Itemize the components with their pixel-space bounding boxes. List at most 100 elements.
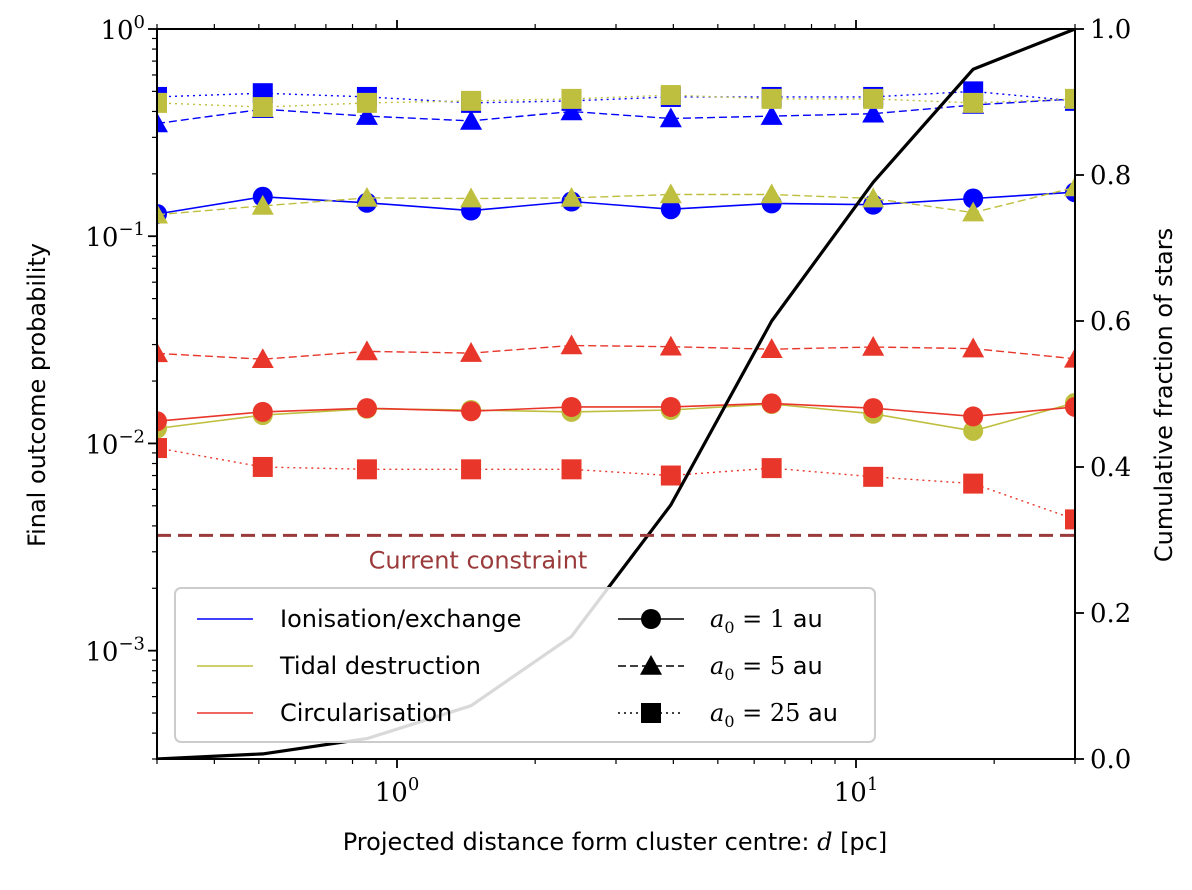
point-circularisation-a0-25-4: [561, 459, 582, 480]
series-line-tidal-a0-1: [157, 402, 1075, 432]
point-tidal-a0-25-3: [461, 90, 482, 111]
cumulative-layer: [157, 29, 1075, 759]
legend-a0-label-part-3: au: [808, 699, 838, 727]
point-circularisation-a0-5-1: [251, 348, 274, 368]
point-circularisation-a0-25-8: [963, 473, 984, 494]
point-circularisation-a0-1-7: [863, 398, 884, 419]
point-circularisation-a0-1-1: [252, 401, 273, 422]
point-circularisation-a0-1-3: [461, 401, 482, 422]
y-tick-label-0: 10−3: [85, 634, 145, 668]
legend-a0-marker-1: [640, 655, 662, 675]
legend-a0-label-part-2: = 25: [735, 699, 809, 727]
series-line-tidal-a0-5: [157, 186, 1075, 216]
point-ionisation-a0-5-7: [862, 102, 885, 123]
legend-label-1: Tidal destruction: [279, 652, 481, 680]
y2-tick-label-0: 0.0: [1090, 745, 1131, 775]
legend-label-2: Circularisation: [280, 699, 452, 727]
point-circularisation-a0-25-0: [157, 438, 167, 459]
point-circularisation-a0-5-7: [862, 335, 885, 356]
legend-a0-label-part-1: 0: [724, 712, 734, 731]
x-axis-label-text: Projected distance form cluster centre:: [343, 828, 817, 856]
point-tidal-a0-25-0: [157, 92, 167, 113]
y-tick-base: 10: [85, 638, 118, 668]
legend: Ionisation/exchange Tidal destruction Circ…: [174, 587, 876, 743]
point-circularisation-a0-25-9: [1065, 509, 1075, 530]
series-line-tidal-a0-25: [157, 94, 1075, 108]
x-axis-label: Projected distance form cluster centre: …: [343, 828, 887, 856]
y2-tick-label-2: 0.4: [1090, 453, 1131, 483]
point-tidal-a0-25-6: [761, 88, 782, 109]
y-tick-exponent: −3: [118, 634, 145, 655]
point-tidal-a0-5-1: [251, 194, 274, 215]
point-circularisation-a0-1-6: [761, 393, 782, 414]
point-circularisation-a0-25-6: [761, 458, 782, 479]
y-tick-label-2: 10−1: [85, 219, 145, 253]
x-tick-base: 10: [375, 778, 408, 808]
point-ionisation-a0-1-5: [660, 199, 681, 220]
x-tick-exponent: 0: [408, 774, 419, 795]
point-tidal-a0-25-8: [963, 92, 984, 113]
point-circularisation-a0-5-0: [157, 342, 168, 363]
point-circularisation-a0-1-9: [1065, 396, 1075, 417]
x-tick-exponent: 1: [867, 774, 878, 795]
constraint-layer: Current constraint: [157, 533, 1075, 574]
x-tick-base: 10: [834, 778, 867, 808]
y-tick-base: 10: [85, 430, 118, 460]
point-tidal-a0-25-5: [660, 85, 681, 106]
legend-a0-label-part-1: 0: [724, 618, 734, 637]
y2-tick-label-1: 0.2: [1090, 599, 1131, 629]
cumulative-fraction-line: [157, 29, 1075, 759]
point-circularisation-a0-5-9: [1064, 347, 1075, 368]
series-line-circularisation-a0-25: [157, 447, 1075, 521]
point-ionisation-a0-5-3: [460, 109, 483, 130]
point-tidal-a0-5-3: [460, 187, 483, 208]
point-circularisation-a0-25-1: [252, 456, 273, 477]
point-tidal-a0-5-7: [862, 187, 885, 208]
point-circularisation-a0-1-8: [963, 406, 984, 427]
point-circularisation-a0-1-0: [157, 411, 167, 432]
legend-box: [174, 587, 876, 743]
x-tick-label-1: 101: [834, 774, 879, 808]
point-tidal-a0-5-5: [659, 183, 682, 204]
legend-a0-label-part-3: au: [793, 652, 823, 680]
y-tick-exponent: −2: [118, 426, 145, 447]
y-tick-exponent: −1: [118, 219, 145, 240]
point-tidal-a0-25-4: [561, 88, 582, 109]
point-ionisation-a0-5-5: [659, 107, 682, 128]
point-tidal-a0-25-2: [356, 92, 377, 113]
series-line-circularisation-a0-5: [157, 344, 1075, 360]
legend-a0-label-0: a0 = 1 au: [710, 605, 823, 637]
y-tick-label-3: 100: [100, 12, 145, 46]
point-circularisation-a0-1-4: [561, 396, 582, 417]
y-tick-label-1: 10−2: [85, 426, 145, 460]
point-circularisation-a0-5-8: [962, 337, 985, 358]
legend-a0-label-part-3: au: [793, 605, 823, 633]
point-ionisation-a0-5-2: [355, 105, 378, 125]
point-ionisation-a0-5-6: [760, 105, 783, 125]
point-tidal-a0-5-6: [760, 183, 783, 204]
legend-a0-label-part-0: a: [710, 605, 724, 633]
point-tidal-a0-5-0: [157, 203, 168, 224]
point-circularisation-a0-5-6: [760, 338, 783, 358]
legend-a0-label-part-1: 0: [724, 665, 734, 684]
series-line-ionisation-a0-25: [157, 90, 1075, 104]
x-axis-label-var: d: [817, 828, 832, 856]
y2-tick-label-5: 1.0: [1090, 15, 1131, 45]
series-line-ionisation-a0-1: [157, 191, 1075, 215]
point-tidal-a0-25-1: [252, 97, 273, 118]
point-circularisation-a0-5-5: [659, 335, 682, 356]
series-layer: [157, 81, 1075, 530]
point-circularisation-a0-25-7: [863, 466, 884, 487]
point-circularisation-a0-25-5: [660, 465, 681, 486]
y2-axis-label: Cumulative fraction of stars: [1150, 228, 1178, 562]
y2-tick-label-3: 0.6: [1090, 307, 1131, 337]
point-tidal-a0-25-9: [1065, 88, 1075, 109]
y2-tick-label-4: 0.8: [1090, 161, 1131, 191]
point-circularisation-a0-5-3: [460, 342, 483, 362]
point-tidal-a0-25-7: [863, 88, 884, 109]
legend-a0-label-part-2: = 1: [735, 605, 793, 633]
